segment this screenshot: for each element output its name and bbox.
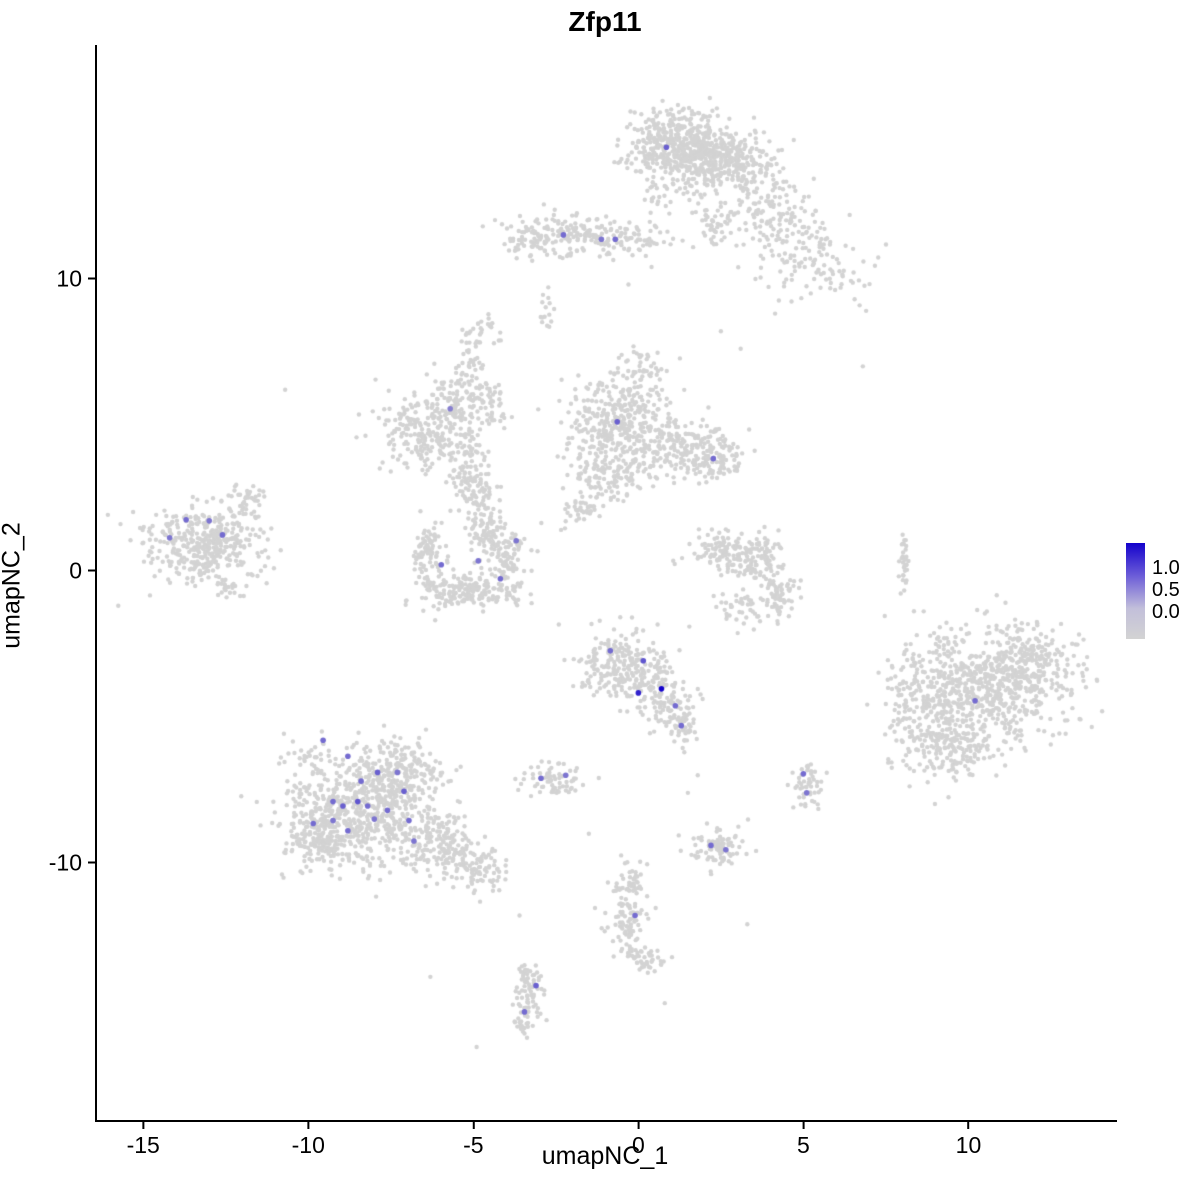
tick-mark xyxy=(88,569,97,572)
tick-mark xyxy=(88,277,97,280)
tick-label: -5 xyxy=(463,1132,484,1158)
tick-mark xyxy=(88,861,97,864)
x-tick: -5 xyxy=(463,1120,484,1159)
legend-label: 0.0 xyxy=(1152,601,1180,623)
y-axis-label: umapNC_2 xyxy=(0,522,26,649)
tick-label: -10 xyxy=(291,1132,325,1158)
x-tick: -15 xyxy=(127,1120,160,1159)
tick-label: 10 xyxy=(56,265,82,292)
tick-label: 0 xyxy=(69,557,82,584)
tick-mark xyxy=(967,1120,970,1129)
tick-label: -10 xyxy=(48,849,82,876)
tick-mark xyxy=(637,1120,640,1129)
tick-mark xyxy=(472,1120,475,1129)
legend-gradient-bar xyxy=(1126,543,1145,639)
legend-label: 1.0 xyxy=(1152,557,1180,579)
chart-title: Zfp11 xyxy=(568,6,642,37)
y-tick: -10 xyxy=(49,849,97,876)
tick-label: 0 xyxy=(631,1132,645,1158)
x-axis-label: umapNC_1 xyxy=(541,1142,669,1170)
expression-colorbar-legend: 1.0 0.5 0.0 xyxy=(1126,543,1196,639)
y-tick: 10 xyxy=(56,265,97,292)
tick-label: -15 xyxy=(126,1132,160,1158)
tick-label: 10 xyxy=(955,1132,982,1158)
tick-label: 5 xyxy=(797,1132,810,1158)
tick-mark xyxy=(307,1120,310,1129)
x-tick: -10 xyxy=(292,1120,325,1159)
y-tick: 0 xyxy=(69,557,97,584)
plot-panel: -15 -10 -5 0 5 10 10 0 -10 xyxy=(49,45,1117,1158)
legend-label: 0.5 xyxy=(1152,579,1180,601)
x-tick: 5 xyxy=(797,1120,810,1159)
x-tick: 0 xyxy=(632,1120,645,1159)
umap-scatter-canvas xyxy=(97,45,1117,1120)
tick-mark xyxy=(142,1120,145,1129)
tick-mark xyxy=(802,1120,805,1129)
x-tick: 10 xyxy=(955,1120,982,1159)
